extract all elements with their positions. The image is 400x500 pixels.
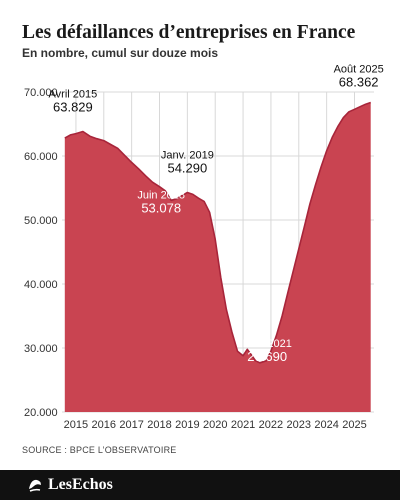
annotation-value: 63.829 bbox=[53, 99, 93, 114]
y-tick-label: 20.000 bbox=[24, 407, 58, 419]
chart-subtitle: En nombre, cumul sur douze mois bbox=[22, 46, 219, 60]
x-tick-label: 2017 bbox=[119, 419, 143, 431]
brand-name: LesEchos bbox=[48, 476, 113, 493]
x-tick-label: 2020 bbox=[203, 419, 227, 431]
y-tick-label: 70.000 bbox=[24, 87, 58, 99]
series-line bbox=[64, 101, 371, 364]
annotation-label: Août 2025 bbox=[334, 63, 384, 75]
annotation-value: 27.690 bbox=[247, 349, 287, 364]
x-tick-label: 2023 bbox=[287, 419, 311, 431]
y-tick-label: 40.000 bbox=[24, 279, 58, 291]
annotation-label: Nov. 2021 bbox=[243, 338, 292, 350]
x-tick-label: 2018 bbox=[147, 419, 171, 431]
y-tick-label: 50.000 bbox=[24, 215, 58, 227]
x-tick-label: 2024 bbox=[314, 419, 338, 431]
footer-bar: LesEchos bbox=[0, 470, 400, 500]
y-tick-label: 30.000 bbox=[24, 343, 58, 355]
x-tick-label: 2021 bbox=[231, 419, 255, 431]
x-tick-label: 2022 bbox=[259, 419, 283, 431]
annotation-label: Juin 2018 bbox=[137, 189, 185, 201]
chart: 20.000 30.000 40.000 50.000 60.000 70.000 2015… bbox=[24, 63, 384, 431]
annotation-value: 68.362 bbox=[339, 74, 379, 89]
y-tick-label: 60.000 bbox=[24, 151, 58, 163]
annotation-value: 53.078 bbox=[141, 200, 181, 215]
chart-title: Les défaillances d’entreprises en France bbox=[22, 22, 356, 43]
source-note: SOURCE : BPCE L’OBSERVATOIRE bbox=[22, 445, 177, 455]
x-tick-label: 2015 bbox=[64, 419, 88, 431]
annotation-label: Janv. 2019 bbox=[161, 150, 214, 162]
x-tick-label: 2025 bbox=[342, 419, 366, 431]
x-tick-label: 2016 bbox=[92, 419, 116, 431]
les-echos-logo-icon bbox=[29, 479, 41, 492]
annotation-label: Avril 2015 bbox=[49, 88, 98, 100]
x-tick-label: 2019 bbox=[175, 419, 199, 431]
annotation-value: 54.290 bbox=[167, 161, 207, 176]
